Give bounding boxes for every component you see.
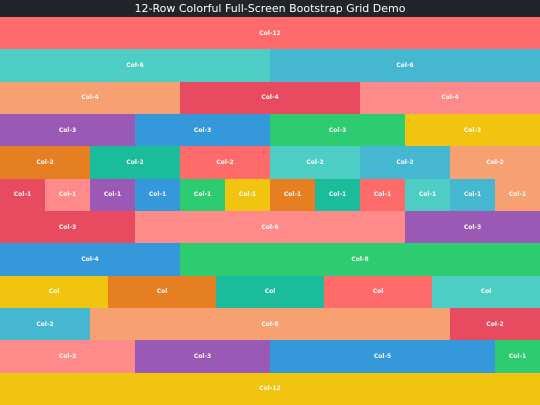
grid-cell: Col-3 [405, 210, 540, 244]
grid-row-8: Col-4 Col-8 [0, 243, 540, 276]
grid-cell: Col-3 [135, 113, 270, 147]
grid-row-6: Col-1 Col-1 Col-1 Col-1 Col-1 Col-1 Col-1 Col-1… [0, 178, 540, 211]
grid-row-11: Col-3 Col-3 Col-5 Col-1 [0, 340, 540, 373]
grid-cell: Col-2 [90, 146, 180, 179]
grid-cell: Col-6 [135, 210, 405, 244]
grid-row-1: Col-12 [0, 17, 540, 50]
grid-cell: Col-2 [180, 146, 270, 179]
grid-cell: Col-1 [0, 178, 45, 211]
grid-cell: Col-4 [0, 81, 180, 114]
grid-cell: Col-3 [0, 210, 135, 244]
grid-cell: Col-6 [0, 49, 270, 82]
grid-cell: Col-1 [315, 178, 360, 211]
grid-cell: Col-1 [495, 340, 540, 373]
grid-cell: Col [432, 275, 540, 308]
grid-cell: Col-2 [450, 307, 540, 341]
grid-cell: Col-1 [225, 178, 270, 211]
grid-row-10: Col-2 Col-8 Col-2 [0, 307, 540, 341]
grid-cell: Col-3 [270, 113, 405, 147]
window-title: 12-Row Colorful Full-Screen Bootstrap Gr… [0, 0, 540, 17]
grid-row-7: Col-3 Col-6 Col-3 [0, 210, 540, 244]
grid-cell: Col-1 [180, 178, 225, 211]
grid-cell: Col-3 [405, 113, 540, 147]
grid-cell: Col-1 [450, 178, 495, 211]
grid-row-4: Col-3 Col-3 Col-3 Col-3 [0, 113, 540, 147]
grid-cell: Col [324, 275, 432, 308]
grid-row-2: Col-6 Col-6 [0, 49, 540, 82]
grid-row-5: Col-2 Col-2 Col-2 Col-2 Col-2 Col-2 [0, 146, 540, 179]
grid-cell: Col-8 [90, 307, 450, 341]
grid-row-3: Col-4 Col-4 Col-4 [0, 81, 540, 114]
grid-cell: Col [216, 275, 324, 308]
grid-cell: Col-8 [180, 243, 540, 276]
grid-row-12: Col-12 [0, 372, 540, 405]
grid-cell: Col-2 [360, 146, 450, 179]
grid-cell: Col [0, 275, 108, 308]
grid-cell: Col-2 [450, 146, 540, 179]
grid-cell: Col-1 [495, 178, 540, 211]
grid-cell: Col-1 [360, 178, 405, 211]
grid-cell: Col-1 [405, 178, 450, 211]
grid-container: Col-12 Col-6 Col-6 Col-4 Col-4 Col-4 Col-3 Col-… [0, 17, 540, 405]
grid-cell: Col-4 [360, 81, 540, 114]
grid-cell: Col-3 [0, 340, 135, 373]
grid-cell: Col-1 [270, 178, 315, 211]
grid-cell: Col-2 [270, 146, 360, 179]
grid-cell: Col-2 [0, 146, 90, 179]
grid-cell: Col [108, 275, 216, 308]
grid-cell: Col-4 [0, 243, 180, 276]
grid-cell: Col-12 [0, 17, 540, 50]
grid-cell: Col-3 [0, 113, 135, 147]
grid-cell: Col-2 [0, 307, 90, 341]
grid-cell: Col-6 [270, 49, 540, 82]
grid-cell: Col-5 [270, 340, 495, 373]
grid-cell: Col-1 [45, 178, 90, 211]
grid-cell: Col-3 [135, 340, 270, 373]
grid-cell: Col-12 [0, 372, 540, 405]
grid-cell: Col-1 [90, 178, 135, 211]
grid-row-9: Col Col Col Col Col [0, 275, 540, 308]
grid-cell: Col-4 [180, 81, 360, 114]
grid-cell: Col-1 [135, 178, 180, 211]
